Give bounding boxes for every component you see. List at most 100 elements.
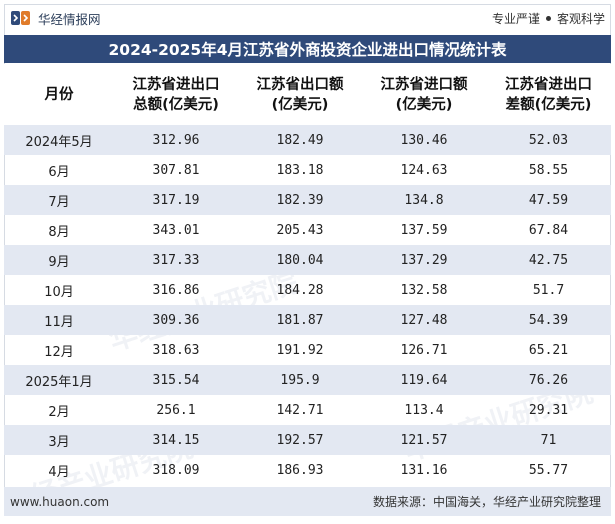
table-row: 7月 317.19 182.39 134.8 47.59 bbox=[4, 185, 611, 215]
top-bar: 华经情报网 专业严谨 客观科学 bbox=[10, 6, 605, 30]
stats-table: 月份 江苏省进出口 总额(亿美元) 江苏省出口额 (亿美元) 江苏省进口额 (亿美元) 江苏省… bbox=[4, 64, 611, 485]
value-cell: 318.09 bbox=[152, 462, 200, 478]
table-row: 4月 318.09 186.93 131.16 55.77 bbox=[4, 455, 611, 485]
column-header-line1: 江苏省进出口 bbox=[505, 76, 592, 93]
value-cell: 47.59 bbox=[486, 185, 611, 215]
value-cell: 315.54 bbox=[114, 365, 238, 395]
month-cell: 12月 bbox=[44, 344, 74, 360]
month-cell: 9月 bbox=[4, 245, 114, 275]
column-header-line1: 月份 bbox=[44, 86, 74, 103]
value-cell: 130.46 bbox=[362, 125, 486, 155]
slogan-right: 客观科学 bbox=[556, 11, 605, 26]
huajing-logo-icon bbox=[10, 9, 32, 27]
value-cell: 52.03 bbox=[486, 125, 611, 155]
table-title: 2024-2025年4月江苏省外商投资企业进出口情况统计表 bbox=[4, 35, 611, 63]
table-row: 6月 307.81 183.18 124.63 58.55 bbox=[4, 155, 611, 185]
value-cell: 180.04 bbox=[238, 245, 362, 275]
value-cell: 343.01 bbox=[152, 222, 200, 238]
table-row: 2024年5月 312.96 182.49 130.46 52.03 bbox=[4, 125, 611, 155]
brand[interactable]: 华经情报网 bbox=[10, 9, 101, 28]
bullet-dot-icon bbox=[545, 15, 551, 21]
value-cell: 184.28 bbox=[276, 282, 324, 298]
value-cell: 256.1 bbox=[156, 402, 196, 418]
value-cell: 71 bbox=[486, 425, 611, 455]
value-cell: 132.58 bbox=[400, 282, 448, 298]
website-link[interactable]: www.huaon.com bbox=[10, 494, 110, 509]
table-row: 2025年1月 315.54 195.9 119.64 76.26 bbox=[4, 365, 611, 395]
table-row: 12月 318.63 191.92 126.71 65.21 bbox=[4, 335, 611, 365]
value-cell: 205.43 bbox=[276, 222, 324, 238]
value-cell: 182.39 bbox=[238, 185, 362, 215]
month-cell: 4月 bbox=[48, 464, 70, 480]
month-cell: 2025年1月 bbox=[4, 365, 114, 395]
value-cell: 317.19 bbox=[114, 185, 238, 215]
value-cell: 67.84 bbox=[528, 222, 569, 238]
table-row: 10月 316.86 184.28 132.58 51.7 bbox=[4, 275, 611, 305]
value-cell: 142.71 bbox=[276, 402, 324, 418]
slogan-left: 专业严谨 bbox=[491, 11, 540, 26]
value-cell: 137.59 bbox=[400, 222, 448, 238]
month-cell: 3月 bbox=[4, 425, 114, 455]
table-row: 2月 256.1 142.71 113.4 29.31 bbox=[4, 395, 611, 425]
month-cell: 11月 bbox=[4, 305, 114, 335]
month-cell: 6月 bbox=[48, 164, 70, 180]
header-row: 月份 江苏省进出口 总额(亿美元) 江苏省出口额 (亿美元) 江苏省进口额 (亿美元) 江苏省… bbox=[4, 64, 611, 125]
table-row: 11月 309.36 181.87 127.48 54.39 bbox=[4, 305, 611, 335]
column-header-line1: 江苏省进口额 bbox=[380, 76, 468, 93]
value-cell: 119.64 bbox=[362, 365, 486, 395]
value-cell: 127.48 bbox=[362, 305, 486, 335]
column-header-line1: 江苏省进出口 bbox=[132, 76, 220, 93]
value-cell: 42.75 bbox=[486, 245, 611, 275]
column-header-line1: 江苏省出口额 bbox=[256, 76, 344, 93]
table-body: 2024年5月 312.96 182.49 130.46 52.03 6月 307.81 18… bbox=[4, 125, 611, 485]
value-cell: 314.15 bbox=[114, 425, 238, 455]
month-cell: 2月 bbox=[48, 404, 70, 420]
value-cell: 316.86 bbox=[152, 282, 200, 298]
value-cell: 51.7 bbox=[532, 282, 565, 298]
value-cell: 113.4 bbox=[404, 402, 444, 418]
value-cell: 29.31 bbox=[528, 402, 569, 418]
column-header: 月份 bbox=[4, 64, 114, 125]
value-cell: 55.77 bbox=[528, 462, 569, 478]
data-source: 数据来源：中国海关，华经产业研究院整理 bbox=[372, 495, 601, 509]
column-header: 江苏省进口额 (亿美元) bbox=[362, 64, 486, 125]
value-cell: 54.39 bbox=[486, 305, 611, 335]
value-cell: 192.57 bbox=[238, 425, 362, 455]
table-row: 8月 343.01 205.43 137.59 67.84 bbox=[4, 215, 611, 245]
month-cell: 7月 bbox=[4, 185, 114, 215]
month-cell: 8月 bbox=[48, 224, 70, 240]
brand-name: 华经情报网 bbox=[38, 11, 101, 27]
value-cell: 186.93 bbox=[276, 462, 324, 478]
column-header-line2: (亿美元) bbox=[271, 96, 329, 113]
column-header-line2: (亿美元) bbox=[395, 96, 453, 113]
value-cell: 124.63 bbox=[400, 162, 448, 178]
value-cell: 307.81 bbox=[152, 162, 200, 178]
table-row: 9月 317.33 180.04 137.29 42.75 bbox=[4, 245, 611, 275]
value-cell: 309.36 bbox=[114, 305, 238, 335]
column-header: 江苏省进出口 总额(亿美元) bbox=[114, 64, 238, 125]
column-header: 江苏省出口额 (亿美元) bbox=[238, 64, 362, 125]
value-cell: 318.63 bbox=[152, 342, 200, 358]
month-cell: 2024年5月 bbox=[4, 125, 114, 155]
value-cell: 131.16 bbox=[400, 462, 448, 478]
value-cell: 76.26 bbox=[486, 365, 611, 395]
value-cell: 126.71 bbox=[400, 342, 448, 358]
month-cell: 10月 bbox=[44, 284, 74, 300]
value-cell: 65.21 bbox=[528, 342, 569, 358]
column-header: 江苏省进出口 差额(亿美元) bbox=[486, 64, 611, 125]
value-cell: 181.87 bbox=[238, 305, 362, 335]
value-cell: 58.55 bbox=[528, 162, 569, 178]
slogan: 专业严谨 客观科学 bbox=[492, 10, 605, 27]
value-cell: 183.18 bbox=[276, 162, 324, 178]
value-cell: 312.96 bbox=[114, 125, 238, 155]
value-cell: 191.92 bbox=[276, 342, 324, 358]
column-header-line2: 总额(亿美元) bbox=[133, 96, 219, 113]
value-cell: 317.33 bbox=[114, 245, 238, 275]
value-cell: 137.29 bbox=[362, 245, 486, 275]
footer-bar: www.huaon.com 数据来源：中国海关，华经产业研究院整理 bbox=[4, 487, 611, 516]
column-header-line2: 差额(亿美元) bbox=[505, 96, 592, 113]
value-cell: 121.57 bbox=[362, 425, 486, 455]
value-cell: 134.8 bbox=[362, 185, 486, 215]
value-cell: 195.9 bbox=[238, 365, 362, 395]
value-cell: 182.49 bbox=[238, 125, 362, 155]
